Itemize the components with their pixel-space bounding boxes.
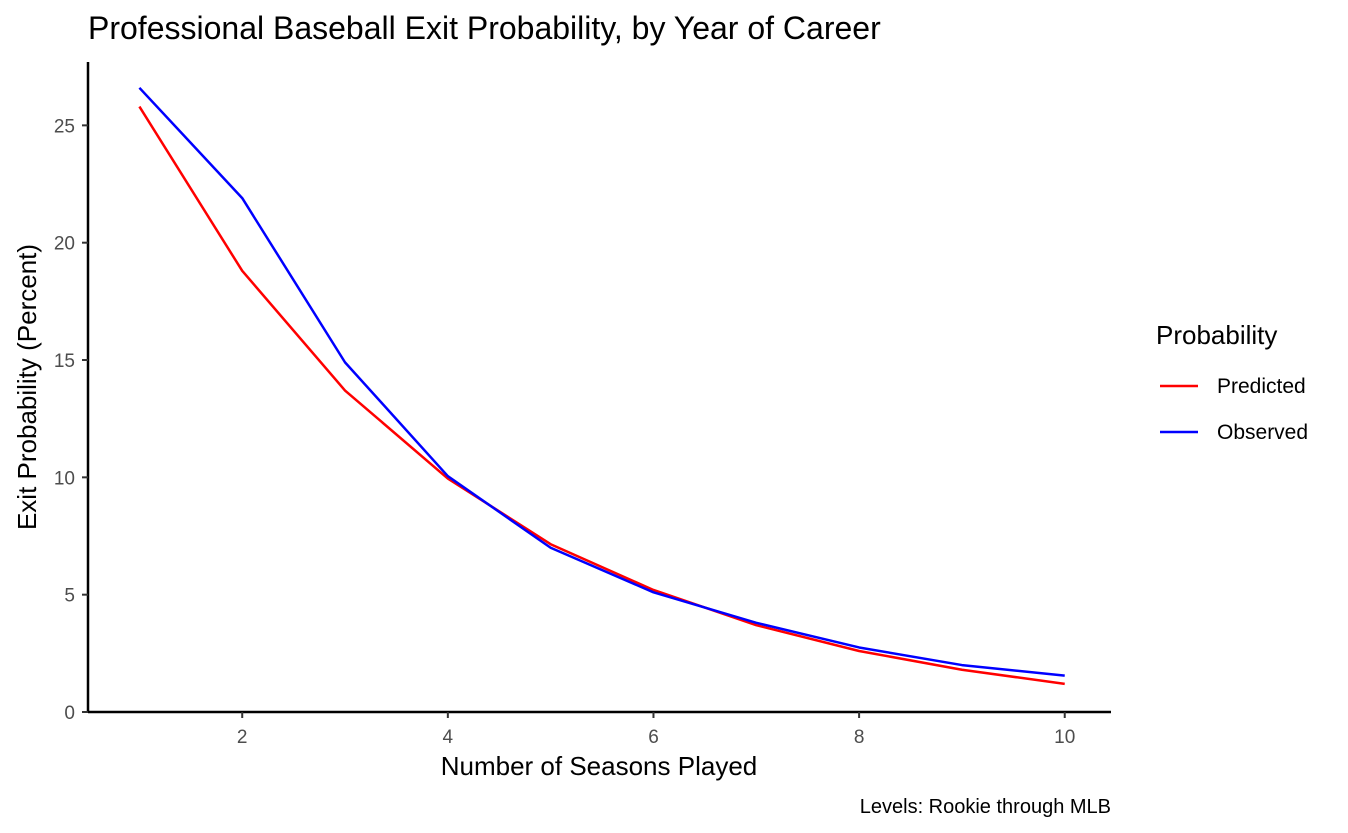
legend-title: Probability	[1156, 320, 1277, 350]
legend-item-observed: Observed	[1160, 421, 1308, 444]
y-tick-label: 15	[54, 351, 75, 372]
legend-label: Predicted	[1217, 375, 1306, 398]
series-line-predicted	[138, 105, 1065, 686]
y-axis-ticks: 0 5 10 15 20 25	[54, 116, 88, 724]
x-tick-label: 2	[237, 727, 248, 748]
x-tick-label: 8	[854, 727, 865, 748]
x-tick-label: 4	[443, 727, 454, 748]
legend-item-predicted: Predicted	[1160, 375, 1306, 398]
y-tick-label: 10	[54, 468, 75, 489]
legend-label: Observed	[1217, 421, 1308, 444]
y-tick-label: 0	[64, 703, 75, 724]
y-tick-label: 25	[54, 116, 75, 137]
x-axis-title: Number of Seasons Played	[441, 751, 758, 781]
chart-title: Professional Baseball Exit Probability, …	[88, 10, 881, 46]
x-tick-label: 10	[1054, 727, 1075, 748]
plot-area: 0 5 10 15 20 25 2 4 6 8 10	[54, 62, 1111, 748]
series-lines	[138, 86, 1065, 686]
legend: Probability Predicted Observed	[1156, 320, 1308, 444]
y-axis-title: Exit Probability (Percent)	[12, 244, 42, 530]
chart-caption: Levels: Rookie through MLB	[860, 796, 1111, 818]
y-tick-label: 5	[64, 586, 75, 607]
y-tick-label: 20	[54, 234, 75, 255]
x-axis-ticks: 2 4 6 8 10	[237, 712, 1075, 748]
series-line-observed	[138, 86, 1065, 677]
x-tick-label: 6	[648, 727, 659, 748]
